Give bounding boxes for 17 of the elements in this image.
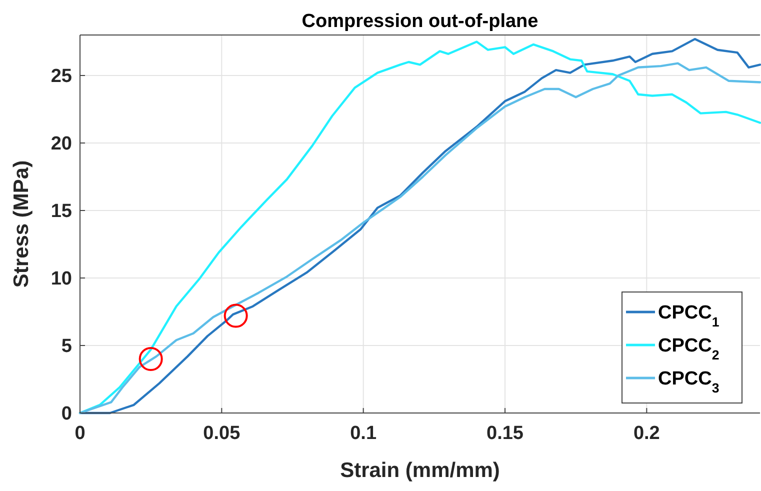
x-tick-label: 0 <box>74 423 86 444</box>
legend-label: CPCC$_{2}$ <box>658 336 720 362</box>
y-tick-label: 10 <box>50 268 72 290</box>
x-tick-label: 0.15 <box>486 423 524 444</box>
y-tick-label: 0 <box>61 404 72 425</box>
x-tick-label: 0.1 <box>350 423 377 444</box>
legend-label: CPCC$_{1}$ <box>658 302 720 330</box>
legend-label: CPCC$_{3}$ <box>658 368 720 396</box>
y-tick-label: 15 <box>50 201 72 222</box>
y-axis-title: Stress (MPa) <box>10 160 33 288</box>
x-axis-title: Strain (mm/mm) <box>340 459 500 482</box>
x-tick-label: 0.05 <box>203 423 241 444</box>
y-tick-label: 5 <box>61 336 72 358</box>
y-tick-label: 20 <box>50 134 72 155</box>
x-tick-label: 0.2 <box>633 423 660 444</box>
y-tick-label: 25 <box>50 66 72 88</box>
chart-title: Compression out-of-plane <box>302 11 538 32</box>
